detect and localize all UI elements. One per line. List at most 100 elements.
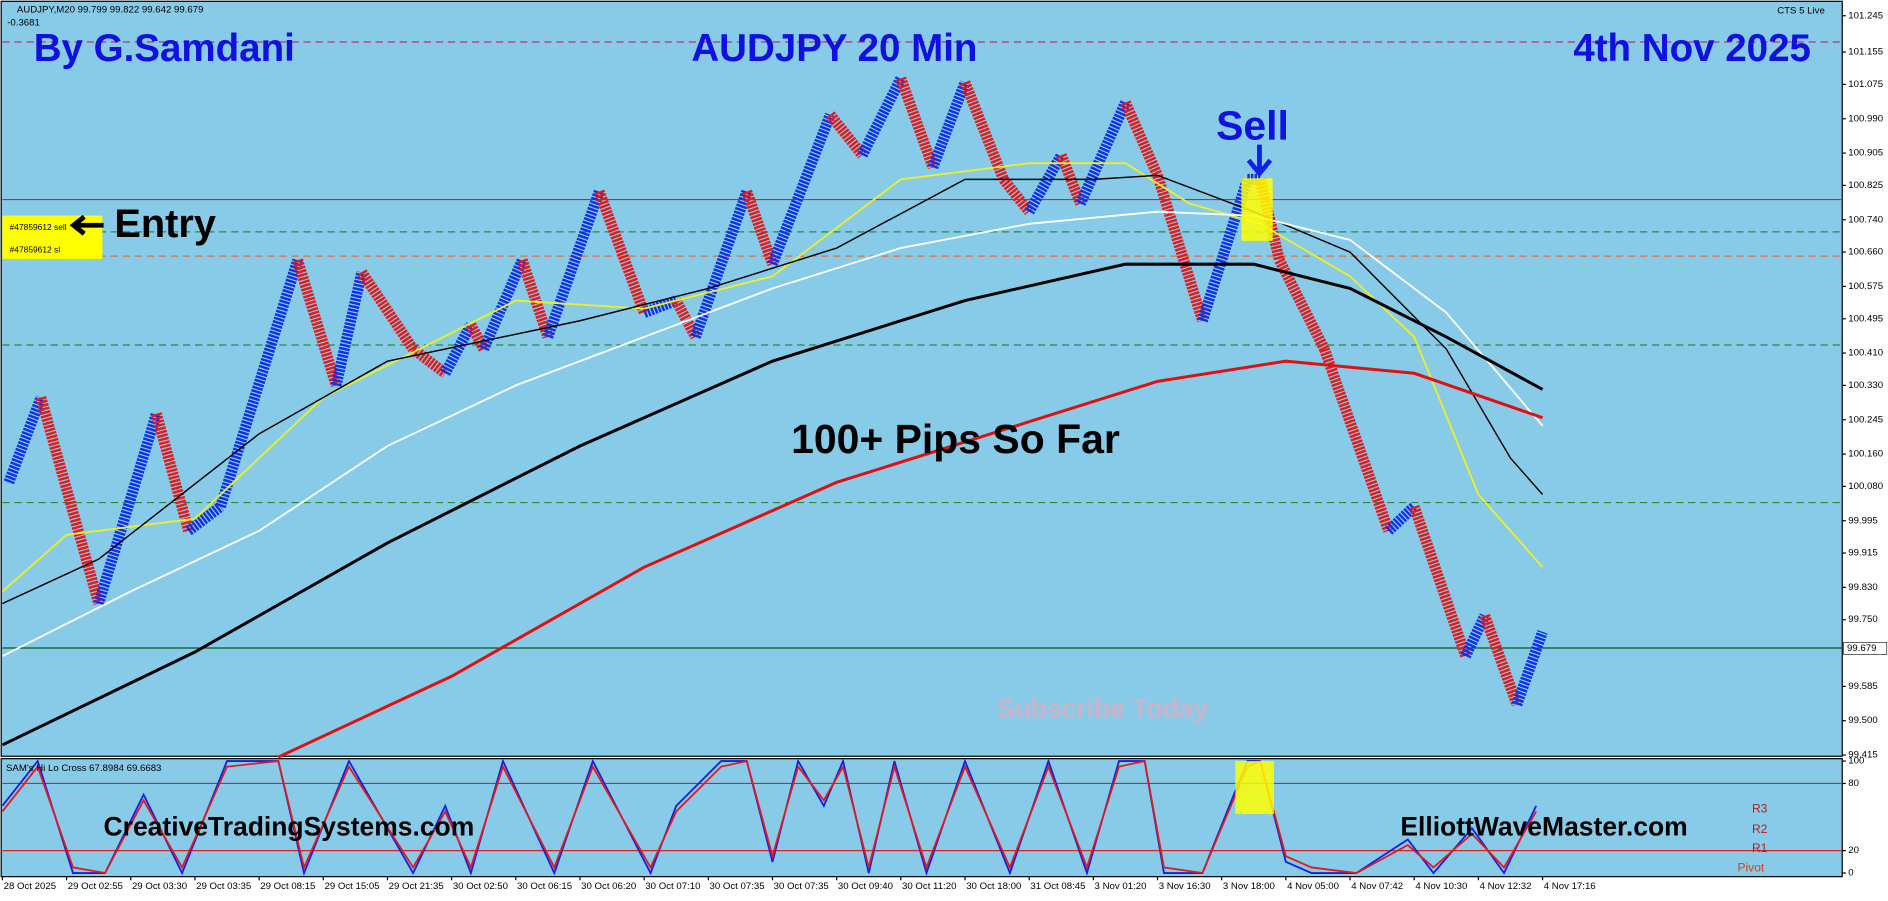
marks: 101.245 101.155 101.075 100.990 100.905 100.8…	[1, 10, 1888, 892]
price-swing	[3, 395, 46, 485]
x-tick-label: 30 Oct 06:15	[517, 881, 572, 892]
pivot-label: Pivot	[1737, 860, 1764, 874]
y-tick-label: 99.585	[1848, 681, 1877, 692]
price-swing	[1479, 613, 1522, 707]
price-pane	[0, 0, 1843, 757]
y-tick-label: 100.160	[1848, 449, 1883, 460]
date: 4th Nov 2025	[1573, 27, 1811, 70]
oscillator-title: SAM's Hi Lo Cross 67.8984 69.6683	[6, 763, 161, 774]
price-swing	[357, 269, 418, 353]
x-tick-label: 30 Oct 09:40	[838, 881, 893, 892]
y-tick-label: 99.415	[1848, 750, 1877, 761]
y-tick-label: 100.575	[1848, 281, 1883, 292]
price-swing	[517, 258, 554, 339]
x-tick-label: 30 Oct 11:20	[902, 881, 956, 892]
y-tick-label: 101.075	[1848, 79, 1883, 90]
x-tick-label: 3 Nov 16:30	[1159, 881, 1211, 892]
y-tick-label: 100.330	[1848, 380, 1883, 391]
sell-arrow	[1246, 144, 1273, 178]
price-swing	[215, 258, 303, 509]
y-tick-label: 100	[1848, 756, 1864, 767]
y-tick-label: 99.995	[1848, 515, 1877, 526]
y-tick-label: 100.245	[1848, 414, 1883, 425]
sell-label: Sell	[1216, 103, 1289, 149]
order-label: #47859612 sl	[10, 245, 61, 255]
website: ElliottWaveMaster.com	[1400, 811, 1687, 841]
oscillator-line	[1, 759, 1537, 875]
moving-average	[1, 262, 1544, 747]
price-swing	[440, 322, 476, 376]
x-tick-label: 4 Nov 05:00	[1287, 881, 1339, 892]
price-swing	[767, 112, 836, 267]
price-swing	[999, 175, 1034, 216]
moving-average	[2, 174, 1544, 605]
pivot-label: R3	[1752, 801, 1768, 815]
moving-average	[277, 359, 1544, 759]
sell-highlight-oscillator	[1235, 761, 1274, 815]
y-tick-label: 99.500	[1848, 715, 1877, 726]
y-tick-label: 100.410	[1848, 348, 1883, 359]
x-tick-label: 29 Oct 03:35	[196, 881, 251, 892]
price-swing	[185, 502, 224, 536]
y-tick-label: 100.990	[1848, 113, 1883, 124]
price-swing	[959, 80, 1009, 182]
x-tick-label: 4 Nov 17:16	[1544, 881, 1596, 892]
entry-label: Entry	[114, 202, 216, 246]
price-swing	[1075, 100, 1131, 206]
price-swing	[825, 111, 867, 159]
moving-average	[1, 162, 1544, 593]
current-price-box	[1843, 642, 1888, 655]
x-tick-label: 30 Oct 07:10	[645, 881, 700, 892]
y-tick-label: 100.080	[1848, 481, 1883, 492]
y-tick-label: 100.660	[1848, 247, 1883, 258]
price-swing	[1024, 152, 1066, 215]
server: CTS 5 Live	[1777, 5, 1825, 16]
subscribe-label: Subscribe Today	[997, 693, 1209, 723]
x-tick-label: 30 Oct 02:50	[453, 881, 508, 892]
x-tick-label: 4 Nov 07:42	[1351, 881, 1403, 892]
price-swing	[330, 271, 368, 387]
price-swing	[35, 396, 104, 606]
y-tick-label: 100.495	[1848, 313, 1883, 324]
price-swing	[1152, 173, 1208, 323]
price-swing	[1409, 504, 1471, 658]
y-tick-label: 20	[1848, 845, 1859, 856]
x-tick-label: 4 Nov 12:32	[1480, 881, 1532, 892]
x-tick-label: 3 Nov 01:20	[1095, 881, 1147, 892]
x-tick-label: 30 Oct 06:20	[581, 881, 636, 892]
price-swing	[642, 295, 679, 318]
price-swing	[1511, 630, 1548, 707]
price-swing	[93, 412, 162, 606]
y-tick-label: 101.245	[1848, 10, 1883, 21]
x-tick-label: 4 Nov 10:30	[1415, 881, 1467, 892]
price-swing	[927, 80, 971, 170]
x-tick-label: 30 Oct 07:35	[774, 881, 829, 892]
price-swing	[1384, 502, 1418, 535]
price-swing	[292, 258, 342, 387]
price-swing	[741, 189, 778, 266]
price-swing	[690, 189, 752, 339]
x-tick-label: 29 Oct 21:35	[389, 881, 444, 892]
price-swing	[1197, 177, 1253, 323]
x-tick-label: 30 Oct 07:35	[710, 881, 765, 892]
pivot-label: R1	[1752, 841, 1768, 855]
y-tick-label: 99.915	[1848, 548, 1877, 559]
x-tick-label: 3 Nov 18:00	[1223, 881, 1275, 892]
price-swing	[466, 322, 489, 352]
entry-arrow	[69, 214, 104, 236]
symbol-info: AUDJPY,M20 99.799 99.822 99.642 99.679	[17, 4, 204, 15]
y-tick-label: 100.740	[1848, 214, 1883, 225]
pivot-label: R2	[1752, 822, 1768, 836]
website: CreativeTradingSystems.com	[104, 811, 475, 841]
x-tick-label: 31 Oct 08:45	[1030, 881, 1085, 892]
y-tick-label: 0	[1848, 868, 1853, 879]
x-tick-label: 30 Oct 18:00	[966, 881, 1021, 892]
y-tick-label: 80	[1848, 778, 1859, 789]
price-swing	[478, 257, 528, 352]
price-swing	[409, 344, 449, 378]
price-swing	[1120, 100, 1163, 178]
x-tick-label: 29 Oct 15:05	[324, 881, 379, 892]
change: -0.3681	[7, 18, 40, 29]
x-tick-label: 29 Oct 02:55	[68, 881, 123, 892]
